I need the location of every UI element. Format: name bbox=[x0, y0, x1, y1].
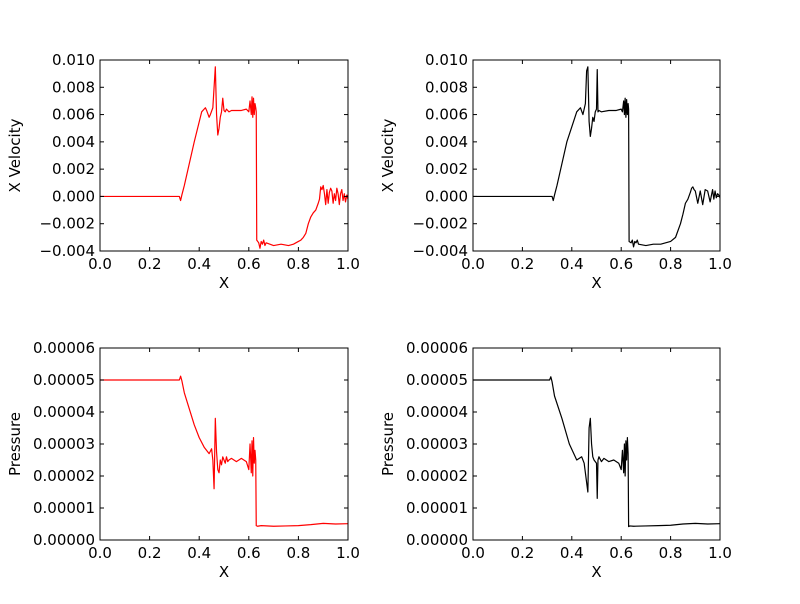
series-line-1 bbox=[100, 66, 349, 249]
y-tick-label: 0.00000 bbox=[33, 531, 95, 549]
x-tick-label: 1.0 bbox=[336, 544, 360, 562]
x-tick-label: 0.2 bbox=[510, 255, 534, 273]
x-tick-label: 0.0 bbox=[461, 255, 485, 273]
x-tick-label: 0.6 bbox=[609, 544, 633, 562]
y-tick-label: 0.00006 bbox=[33, 339, 95, 357]
x-tick-label: 0.4 bbox=[187, 544, 211, 562]
y-tick-label: 0.006 bbox=[425, 106, 468, 124]
x-axis-label: X bbox=[591, 563, 601, 581]
y-tick-label: 0.004 bbox=[52, 133, 95, 151]
x-tick-label: 0.0 bbox=[88, 255, 112, 273]
plot-panel-3: 0.0 0.2 0.4 0.6 0.8 1.0 0.00000 0.00001 0.00002 0… bbox=[6, 339, 360, 581]
x-tick-label: 0.8 bbox=[659, 255, 683, 273]
axes-frame bbox=[472, 59, 721, 252]
axes-frame bbox=[99, 347, 349, 541]
y-tick-label: 0.00000 bbox=[406, 531, 468, 549]
x-axis-label: X bbox=[219, 563, 229, 581]
y-tick-label: 0.00002 bbox=[406, 467, 468, 485]
y-tick-label: 0.00003 bbox=[406, 435, 468, 453]
x-tick-label: 0.8 bbox=[659, 544, 683, 562]
y-axis-label: X Velocity bbox=[379, 118, 397, 192]
x-tick-label: 0.0 bbox=[88, 544, 112, 562]
plot-panel-2: 0.0 0.2 0.4 0.6 0.8 1.0 −0.004 −0.002 0.000 0.002… bbox=[379, 51, 732, 292]
y-tick-label: 0.008 bbox=[425, 78, 468, 96]
x-tick-label: 0.6 bbox=[237, 544, 261, 562]
x-tick-label: 0.2 bbox=[510, 544, 534, 562]
x-tick-label: 1.0 bbox=[336, 255, 360, 273]
x-tick-label: 0.4 bbox=[187, 255, 211, 273]
y-tick-label: 0.00004 bbox=[406, 403, 468, 421]
x-tick-label: 0.8 bbox=[286, 255, 310, 273]
y-tick-label: 0.000 bbox=[52, 187, 95, 205]
x-tick-label: 1.0 bbox=[708, 255, 732, 273]
y-tick-label: −0.002 bbox=[412, 215, 468, 233]
y-tick-label: 0.000 bbox=[425, 187, 468, 205]
plot-panel-4: 0.0 0.2 0.4 0.6 0.8 1.0 0.00000 0.00001 0.00002 0… bbox=[379, 339, 732, 581]
x-axis-label: X bbox=[219, 274, 229, 292]
series-line-1 bbox=[473, 66, 721, 248]
x-tick-label: 0.0 bbox=[461, 544, 485, 562]
x-tick-label: 0.4 bbox=[560, 544, 584, 562]
x-tick-label: 0.8 bbox=[286, 544, 310, 562]
y-axis-label: Pressure bbox=[6, 412, 24, 476]
x-tick-label: 0.2 bbox=[138, 255, 162, 273]
x-tick-label: 0.2 bbox=[138, 544, 162, 562]
y-tick-label: 0.00005 bbox=[406, 371, 468, 389]
y-tick-label: 0.010 bbox=[425, 51, 468, 69]
y-tick-label: 0.008 bbox=[52, 78, 95, 96]
y-tick-label: 0.002 bbox=[52, 160, 95, 178]
y-tick-label: −0.004 bbox=[39, 242, 95, 260]
y-axis-label: Pressure bbox=[379, 412, 397, 476]
plot-panel-1: 0.0 0.2 0.4 0.6 0.8 1.0 −0.004 −0.002 0.000 0.002… bbox=[6, 51, 360, 292]
y-tick-label: 0.00003 bbox=[33, 435, 95, 453]
y-tick-label: 0.006 bbox=[52, 106, 95, 124]
series-line-1 bbox=[100, 375, 349, 527]
y-tick-label: 0.00001 bbox=[33, 499, 95, 517]
x-tick-label: 1.0 bbox=[708, 544, 732, 562]
x-axis-label: X bbox=[591, 274, 601, 292]
x-tick-label: 0.6 bbox=[237, 255, 261, 273]
axes-frame bbox=[472, 347, 721, 541]
y-tick-label: 0.00004 bbox=[33, 403, 95, 421]
y-tick-label: 0.00002 bbox=[33, 467, 95, 485]
y-tick-label: 0.010 bbox=[52, 51, 95, 69]
y-tick-label: 0.004 bbox=[425, 133, 468, 151]
series-line-1 bbox=[473, 376, 721, 528]
y-axis-label: X Velocity bbox=[6, 118, 24, 192]
y-tick-label: 0.00001 bbox=[406, 499, 468, 517]
y-tick-label: 0.002 bbox=[425, 160, 468, 178]
axes-frame bbox=[99, 59, 349, 252]
y-tick-label: −0.002 bbox=[39, 215, 95, 233]
y-tick-label: 0.00006 bbox=[406, 339, 468, 357]
y-tick-label: −0.004 bbox=[412, 242, 468, 260]
x-tick-label: 0.6 bbox=[609, 255, 633, 273]
x-tick-label: 0.4 bbox=[560, 255, 584, 273]
y-tick-label: 0.00005 bbox=[33, 371, 95, 389]
